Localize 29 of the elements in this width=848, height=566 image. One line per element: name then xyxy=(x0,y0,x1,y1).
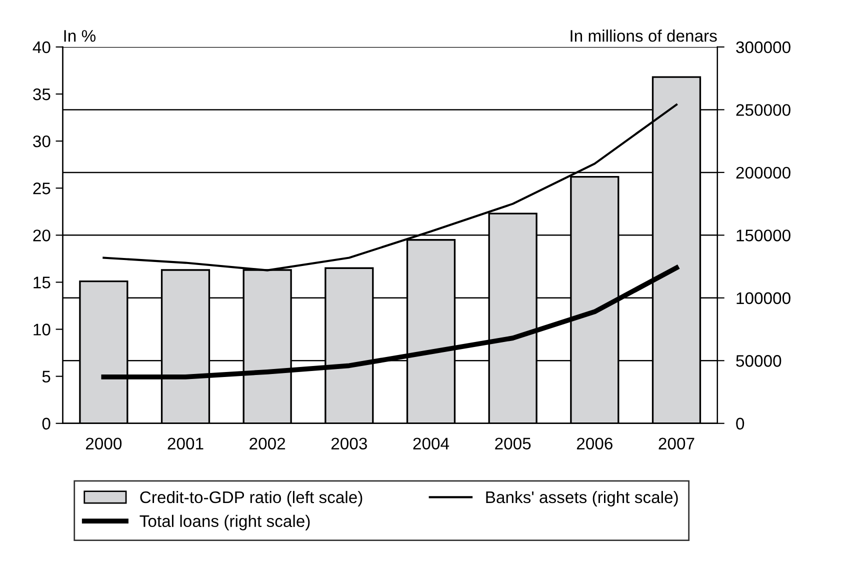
y2-tick-label: 300000 xyxy=(736,41,790,54)
legend-label: Credit-to-GDP ratio (left scale) xyxy=(140,490,362,506)
y-tick-label: 10 xyxy=(34,324,50,336)
y2-tick-label: 0 xyxy=(736,418,744,430)
y-tick-label: 35 xyxy=(33,88,50,100)
y2-tick-label: 100000 xyxy=(736,292,790,304)
y-tick-label: 5 xyxy=(42,370,50,383)
x-tick-label: 2006 xyxy=(576,438,612,450)
legend-label: Banks' assets (right scale) xyxy=(486,490,678,506)
x-tick-label: 2003 xyxy=(331,438,367,450)
y2-axis-title: In millions of denars xyxy=(570,30,717,42)
y2-tick-label: 50000 xyxy=(736,355,782,367)
y-tick-label: 30 xyxy=(33,135,50,148)
x-tick-label: 2002 xyxy=(250,438,286,450)
x-tick-label: 2001 xyxy=(168,438,204,450)
y2-tick-label: 200000 xyxy=(736,166,790,179)
y-tick-label: 40 xyxy=(32,41,50,54)
y-tick-label: 15 xyxy=(34,276,50,288)
x-tick-label: 2004 xyxy=(413,438,450,450)
y-tick-label: 0 xyxy=(42,418,50,430)
x-tick-label: 2005 xyxy=(495,438,531,450)
y2-tick-label: 250000 xyxy=(736,104,790,116)
y-tick-label: 20 xyxy=(33,230,50,242)
x-tick-label: 2007 xyxy=(658,438,694,450)
legend-label: Total loans (right scale) xyxy=(140,514,310,530)
y2-tick-label: 150000 xyxy=(736,230,790,242)
x-tick-label: 2000 xyxy=(86,438,122,450)
y-tick-label: 25 xyxy=(33,182,50,194)
y-axis-title: In % xyxy=(64,30,96,42)
